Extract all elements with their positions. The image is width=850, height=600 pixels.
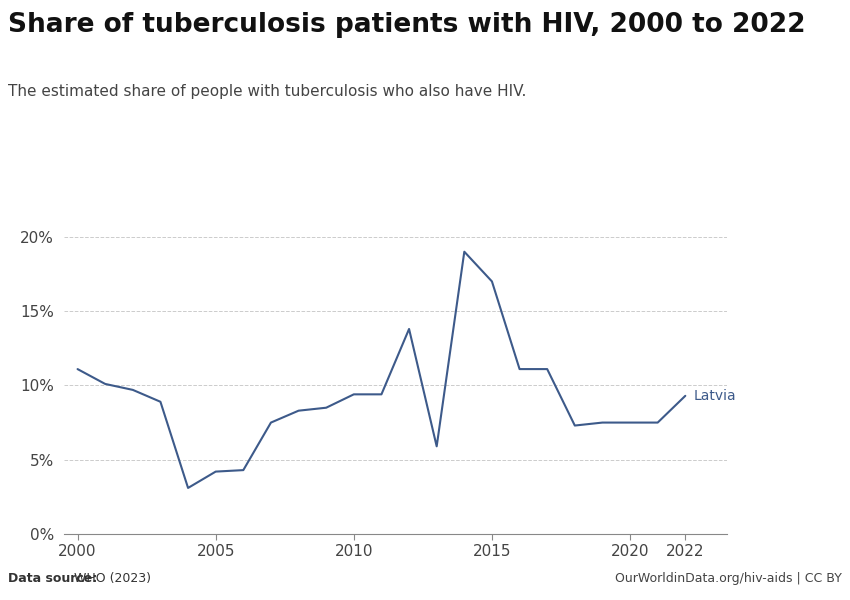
- Text: Our World: Our World: [748, 25, 812, 35]
- Text: OurWorldinData.org/hiv-aids | CC BY: OurWorldinData.org/hiv-aids | CC BY: [615, 572, 842, 585]
- Text: Data source:: Data source:: [8, 572, 98, 585]
- Text: in Data: in Data: [757, 45, 802, 55]
- Text: Latvia: Latvia: [694, 389, 736, 403]
- Text: Share of tuberculosis patients with HIV, 2000 to 2022: Share of tuberculosis patients with HIV,…: [8, 12, 806, 38]
- Text: WHO (2023): WHO (2023): [70, 572, 150, 585]
- Text: The estimated share of people with tuberculosis who also have HIV.: The estimated share of people with tuber…: [8, 84, 527, 99]
